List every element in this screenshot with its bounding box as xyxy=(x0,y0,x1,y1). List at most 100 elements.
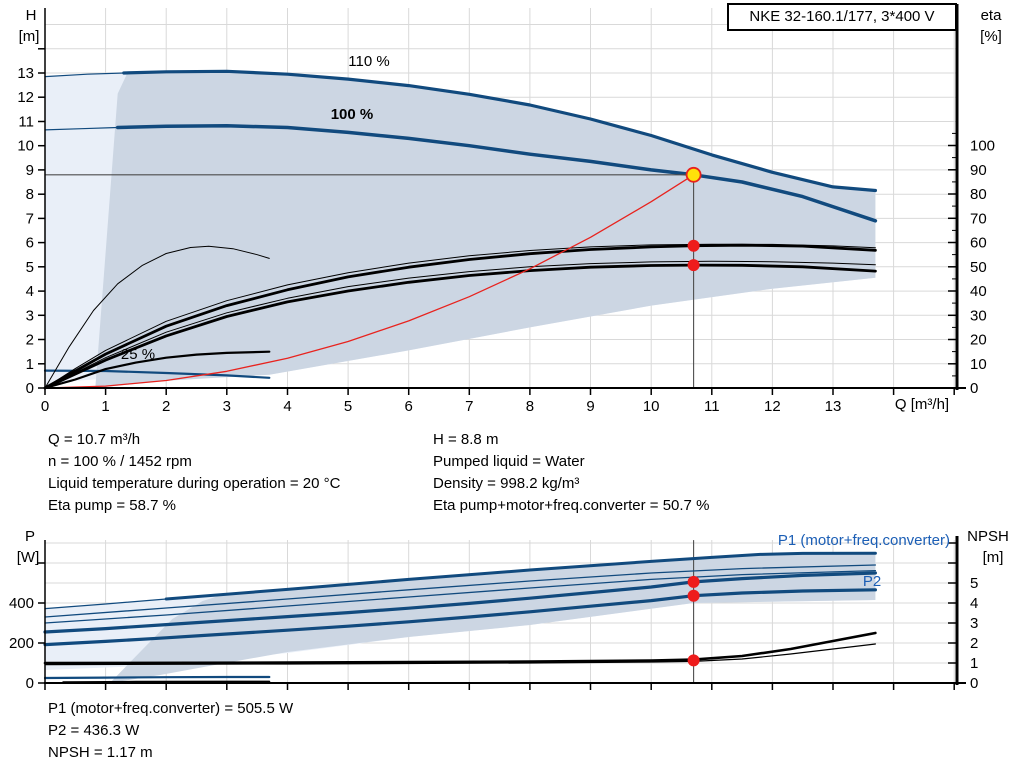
svg-text:9: 9 xyxy=(586,398,594,415)
info-line-temp: Liquid temperature during operation = 20… xyxy=(48,475,341,492)
svg-text:2: 2 xyxy=(162,398,170,415)
qh-eta-chart: 0123456789101112130102030405060708090100… xyxy=(17,4,1002,415)
qh-eta-chart-label: [m] xyxy=(19,28,40,45)
svg-text:7: 7 xyxy=(26,210,34,227)
svg-text:0: 0 xyxy=(26,675,34,692)
qh-eta-chart-eta-total xyxy=(43,263,877,390)
svg-text:5: 5 xyxy=(344,398,352,415)
svg-text:10: 10 xyxy=(17,138,34,155)
power-band-dark xyxy=(109,553,876,683)
svg-text:1: 1 xyxy=(970,655,978,672)
svg-text:60: 60 xyxy=(970,235,987,252)
svg-text:13: 13 xyxy=(17,65,34,82)
svg-text:100: 100 xyxy=(970,138,995,155)
power-npsh-chart-label: [W] xyxy=(17,549,40,566)
power-npsh-chart: 0 200 400 0 1 2 3 4 5 P [W] NPSH [m] P1 (motor+freq.c… xyxy=(9,528,1009,692)
svg-text:12: 12 xyxy=(17,89,34,106)
power-npsh-chart-label: NPSH xyxy=(967,528,1009,545)
svg-text:12: 12 xyxy=(764,398,781,415)
info-line-density: Density = 998.2 kg/m³ xyxy=(433,475,580,492)
svg-text:1: 1 xyxy=(101,398,109,415)
svg-text:6: 6 xyxy=(26,235,34,252)
power-npsh-chart-label: [m] xyxy=(983,549,1004,566)
qh-eta-chart-label: Q [m³/h] xyxy=(895,396,949,413)
svg-text:90: 90 xyxy=(970,162,987,179)
qh-eta-chart-limit-arc xyxy=(44,245,270,389)
qh-eta-chart-label: 25 % xyxy=(121,346,155,363)
power-npsh-chart-p1-110-thin xyxy=(44,598,167,610)
power-npsh-chart-p1-100 xyxy=(43,571,878,634)
svg-text:2: 2 xyxy=(970,635,978,652)
svg-text:0: 0 xyxy=(26,380,34,397)
svg-text:3: 3 xyxy=(223,398,231,415)
qh-eta-chart-h-110-thin xyxy=(44,72,125,78)
info-line-p2: P2 = 436.3 W xyxy=(48,722,140,739)
qh-eta-chart-control-curve-red xyxy=(44,174,695,389)
svg-text:50: 50 xyxy=(970,259,987,276)
svg-text:6: 6 xyxy=(405,398,413,415)
qh-eta-chart-h-100 xyxy=(115,124,878,223)
qh-eta-chart-axis-bottom: 0 1 2 3 4 5 6 7 8 9 10 11 12 13 xyxy=(41,387,966,415)
svg-text:4: 4 xyxy=(283,398,291,415)
svg-text:80: 80 xyxy=(970,186,987,203)
svg-text:200: 200 xyxy=(9,635,34,652)
svg-text:8: 8 xyxy=(26,186,34,203)
svg-text:0: 0 xyxy=(41,398,49,415)
envelope-dark xyxy=(95,71,876,389)
power-npsh-chart-axis-left: 0 200 400 xyxy=(9,540,46,692)
svg-text:10: 10 xyxy=(643,398,660,415)
svg-text:400: 400 xyxy=(9,595,34,612)
power-npsh-chart-p-25 xyxy=(43,675,271,680)
power-npsh-chart-label: P2 xyxy=(863,573,881,590)
info-line-eta-tot: Eta pump+motor+freq.converter = 50.7 % xyxy=(433,497,710,514)
power-npsh-chart-p-thin-b xyxy=(44,569,877,624)
svg-text:40: 40 xyxy=(970,283,987,300)
svg-text:4: 4 xyxy=(26,283,34,300)
qh-eta-chart-label: 110 % xyxy=(348,53,389,70)
power-npsh-chart-npsh-point xyxy=(687,654,700,667)
qh-eta-chart-h-110 xyxy=(122,69,878,193)
qh-eta-chart-eta-pump-point xyxy=(687,239,700,252)
power-npsh-chart-label: P1 (motor+freq.converter) xyxy=(778,532,950,549)
info-line-p1: P1 (motor+freq.converter) = 505.5 W xyxy=(48,700,294,717)
svg-text:8: 8 xyxy=(526,398,534,415)
pump-title-box: NKE 32-160.1/177, 3*400 V xyxy=(727,3,957,31)
svg-text:11: 11 xyxy=(18,114,34,131)
duty-info-left: Q = 10.7 m³/h n = 100 % / 1452 rpm Liqui… xyxy=(48,429,340,517)
svg-text:20: 20 xyxy=(970,332,987,349)
qh-eta-chart-duty-point xyxy=(685,166,702,183)
info-line-eta: Eta pump = 58.7 % xyxy=(48,497,176,514)
duty-info-right: H = 8.8 m Pumped liquid = Water Density … xyxy=(433,429,709,517)
svg-text:70: 70 xyxy=(970,210,987,227)
power-npsh-chart-p1-110 xyxy=(164,551,877,601)
qh-eta-chart-label: 100 % xyxy=(331,106,374,123)
svg-text:13: 13 xyxy=(825,398,842,415)
power-npsh-chart-p2-point xyxy=(687,589,700,602)
qh-eta-chart-label: H xyxy=(26,7,37,24)
power-npsh-chart-axis-right: 0 1 2 3 4 5 xyxy=(948,536,978,692)
power-npsh-chart-p-thin-a xyxy=(44,564,877,618)
info-line-n: n = 100 % / 1452 rpm xyxy=(48,453,192,470)
qh-eta-chart-eta-total-point xyxy=(687,259,700,272)
svg-text:3: 3 xyxy=(26,307,34,324)
info-line-npsh: NPSH = 1.17 m xyxy=(48,744,153,761)
qh-eta-chart-eta-pump xyxy=(43,243,877,390)
power-npsh-chart-axis-bottom xyxy=(44,682,966,690)
svg-text:11: 11 xyxy=(704,398,720,415)
qh-eta-chart-label: [%] xyxy=(980,28,1002,45)
power-npsh-chart-p2-100 xyxy=(43,588,878,647)
qh-eta-chart-eta-total-110 xyxy=(44,260,876,389)
info-line-liquid: Pumped liquid = Water xyxy=(433,453,585,470)
qh-eta-chart-axis-right: 0 10 20 30 40 50 60 70 80 90 100 xyxy=(948,4,995,397)
svg-text:3: 3 xyxy=(970,615,978,632)
svg-text:10: 10 xyxy=(970,356,987,373)
svg-text:1: 1 xyxy=(26,356,34,373)
svg-text:4: 4 xyxy=(970,595,978,612)
svg-text:30: 30 xyxy=(970,307,987,324)
svg-text:2: 2 xyxy=(26,332,34,349)
qh-eta-chart-eta-25 xyxy=(43,350,271,390)
power-npsh-chart-p1-point xyxy=(687,575,700,588)
svg-text:5: 5 xyxy=(970,575,978,592)
